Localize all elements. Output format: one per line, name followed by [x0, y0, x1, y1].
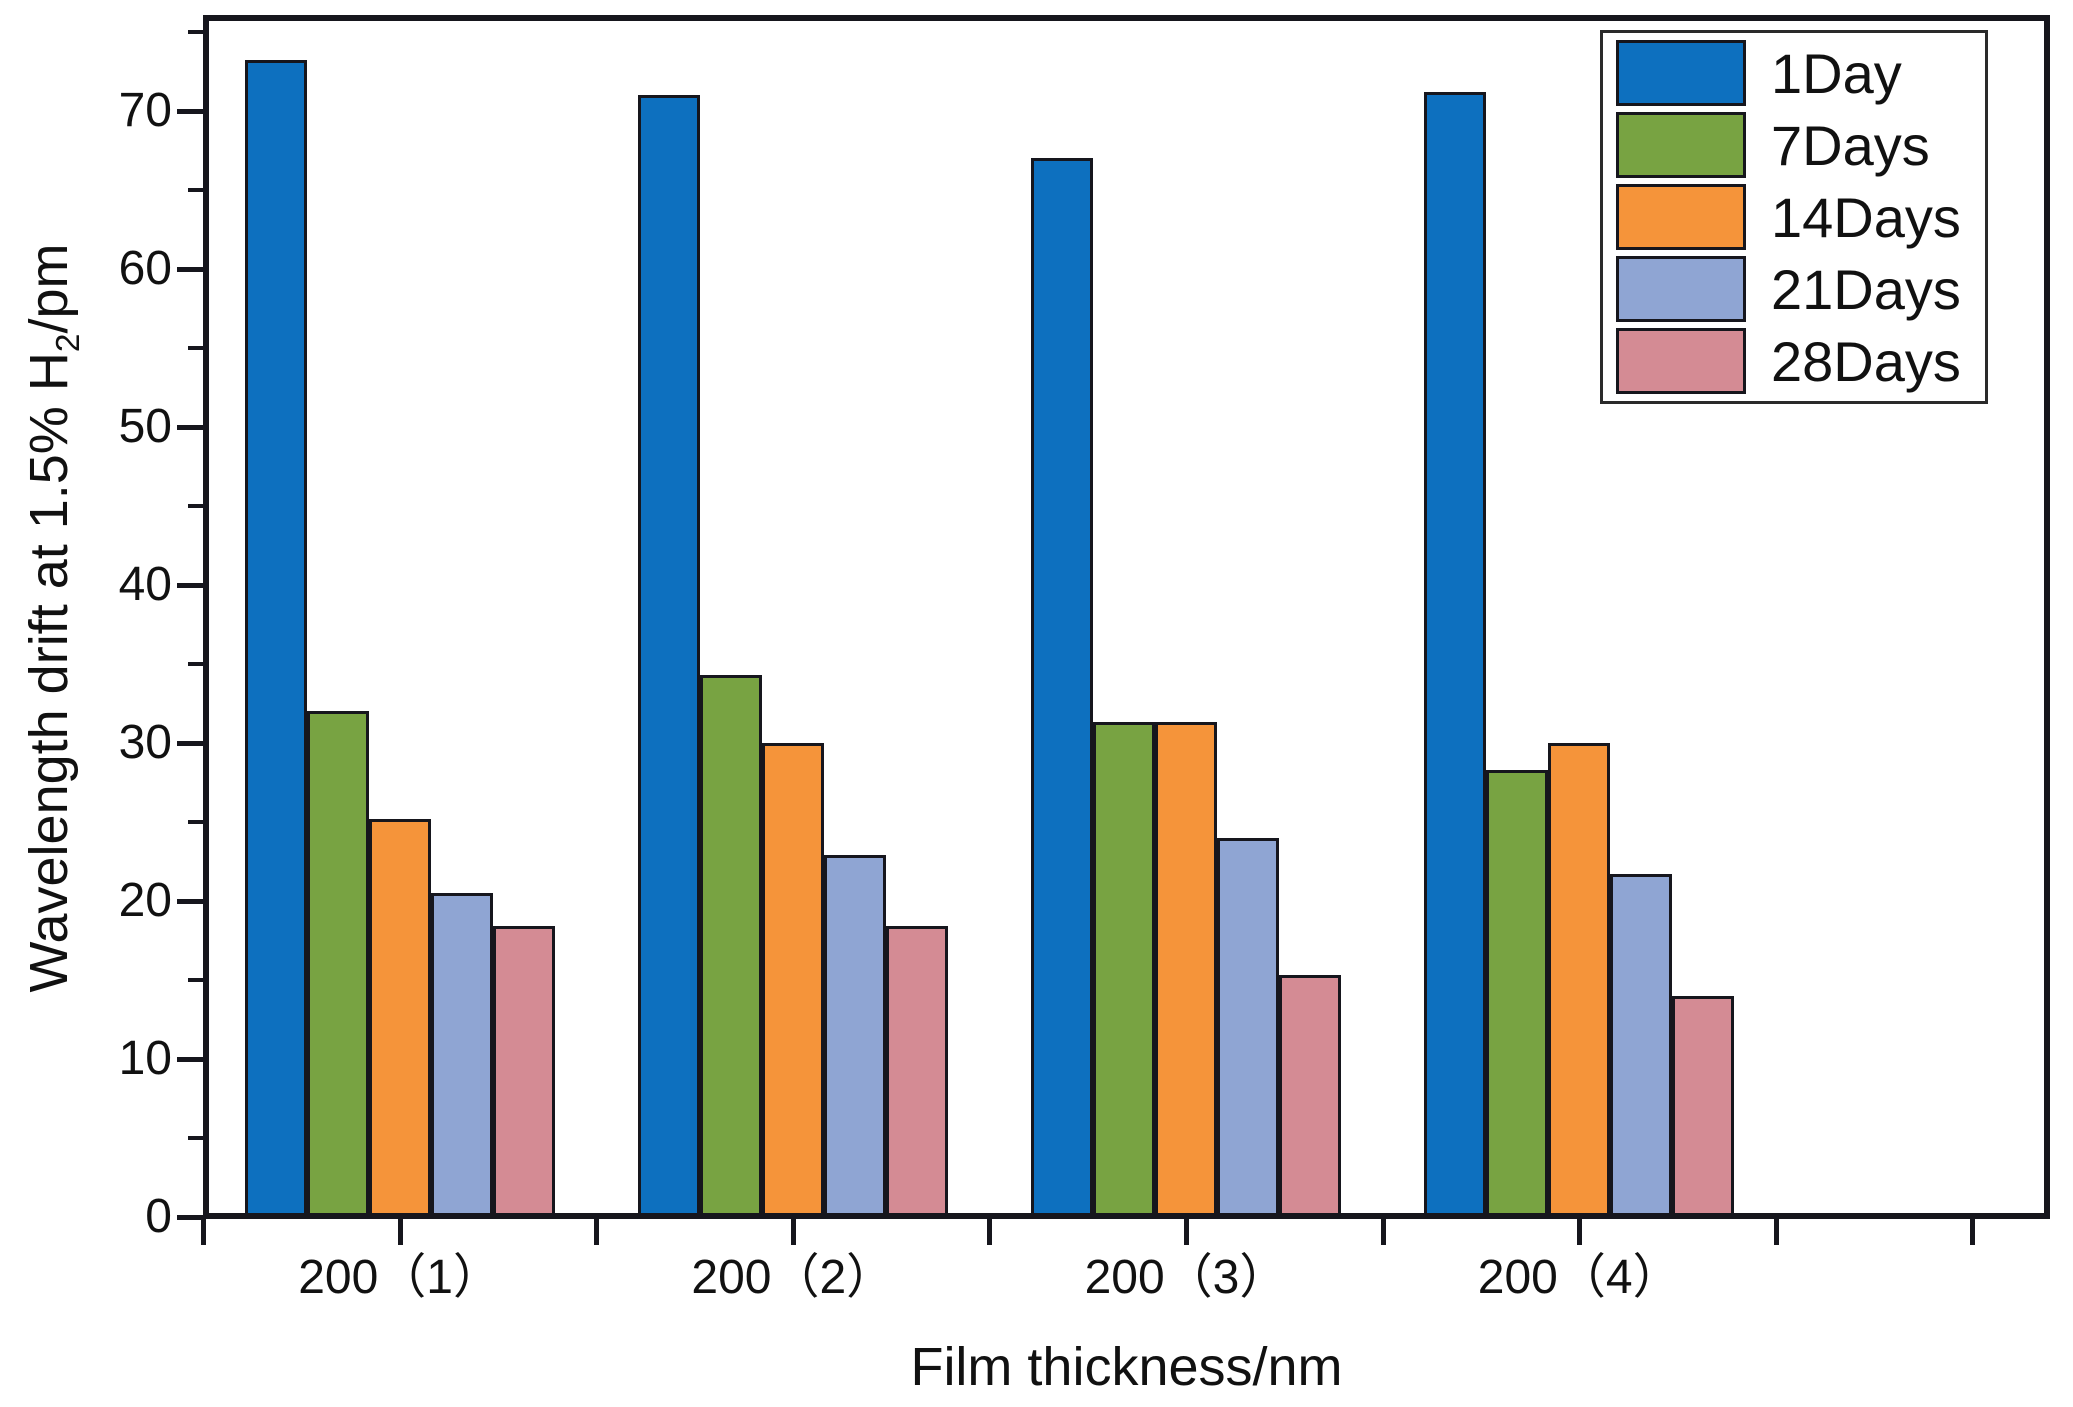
bar-21days-group1	[431, 893, 493, 1219]
x-category-label: 200（3）	[1084, 1251, 1288, 1304]
bar-14days-group2	[762, 743, 824, 1219]
legend-swatch-28days	[1616, 328, 1746, 394]
legend-item-14days: 14Days	[1603, 181, 1985, 253]
x-tick	[791, 1217, 796, 1245]
x-category-label: 200（2）	[691, 1251, 895, 1304]
legend-item-21days: 21Days	[1603, 253, 1985, 325]
x-tick	[201, 1217, 206, 1245]
bar-7days-group3	[1093, 722, 1155, 1219]
y-major-tick	[177, 425, 203, 430]
x-tick	[987, 1217, 992, 1245]
bar-1day-group3	[1031, 158, 1093, 1219]
bar-7days-group1	[307, 711, 369, 1219]
bar-28days-group4	[1672, 996, 1734, 1219]
legend-item-7days: 7Days	[1603, 109, 1985, 181]
x-tick	[1184, 1217, 1189, 1245]
y-tick-label: 20	[118, 874, 172, 927]
legend: 1Day 7Days 14Days 21Days 28Days	[1600, 30, 1988, 404]
y-major-tick	[177, 741, 203, 746]
y-axis-title: Wavelength drift at 1.5% H2/pm	[17, 0, 87, 1318]
bar-28days-group3	[1279, 975, 1341, 1219]
y-major-tick	[177, 1057, 203, 1062]
x-tick	[1577, 1217, 1582, 1245]
legend-label: 28Days	[1771, 329, 1961, 393]
y-minor-tick	[188, 820, 203, 824]
x-tick	[398, 1217, 403, 1245]
y-tick-label: 70	[118, 84, 172, 137]
y-major-tick	[177, 1215, 203, 1220]
bar-7days-group2	[700, 675, 762, 1219]
bar-1day-group1	[245, 60, 307, 1219]
legend-swatch-1day	[1616, 40, 1746, 106]
legend-label: 21Days	[1771, 257, 1961, 321]
y-major-tick	[177, 109, 203, 114]
y-tick-label: 40	[118, 558, 172, 611]
y-tick-label: 30	[118, 716, 172, 769]
y-minor-tick	[188, 978, 203, 982]
legend-label: 1Day	[1771, 41, 1902, 105]
bar-14days-group1	[369, 819, 431, 1219]
bar-28days-group1	[493, 926, 555, 1219]
bar-1day-group2	[638, 95, 700, 1219]
bar-21days-group4	[1610, 874, 1672, 1219]
legend-item-28days: 28Days	[1603, 325, 1985, 397]
y-tick-label: 0	[145, 1190, 172, 1243]
x-category-label: 200（1）	[298, 1251, 501, 1304]
legend-swatch-21days	[1616, 256, 1746, 322]
y-minor-tick	[188, 662, 203, 666]
x-axis-title: Film thickness/nm	[910, 1337, 1343, 1397]
y-major-tick	[177, 899, 203, 904]
y-minor-tick	[188, 30, 203, 34]
y-tick-label: 60	[118, 242, 172, 295]
x-category-label: 200（4）	[1477, 1251, 1681, 1304]
legend-label: 7Days	[1771, 113, 1930, 177]
bar-21days-group3	[1217, 838, 1279, 1219]
bar-14days-group4	[1548, 743, 1610, 1219]
y-tick-label: 10	[118, 1032, 172, 1085]
y-major-tick	[177, 267, 203, 272]
legend-label: 14Days	[1771, 185, 1961, 249]
legend-item-1day: 1Day	[1603, 37, 1985, 109]
bar-1day-group4	[1424, 92, 1486, 1219]
y-minor-tick	[188, 504, 203, 508]
x-tick	[1970, 1217, 1975, 1245]
legend-swatch-14days	[1616, 184, 1746, 250]
x-tick	[594, 1217, 599, 1245]
y-axis-title-subscript: 2	[49, 333, 87, 353]
x-tick	[1774, 1217, 1779, 1245]
y-minor-tick	[188, 1136, 203, 1140]
x-tick	[1381, 1217, 1386, 1245]
bar-28days-group2	[886, 926, 948, 1219]
legend-swatch-7days	[1616, 112, 1746, 178]
y-minor-tick	[188, 346, 203, 350]
bar-14days-group3	[1155, 722, 1217, 1219]
bar-21days-group2	[824, 855, 886, 1219]
y-minor-tick	[188, 188, 203, 192]
y-tick-label: 50	[118, 400, 172, 453]
bar-7days-group4	[1486, 770, 1548, 1219]
y-major-tick	[177, 583, 203, 588]
